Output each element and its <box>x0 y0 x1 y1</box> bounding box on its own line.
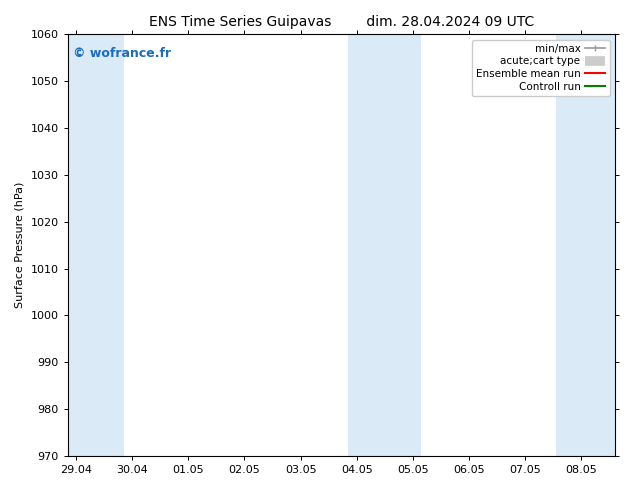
Y-axis label: Surface Pressure (hPa): Surface Pressure (hPa) <box>15 182 25 308</box>
Bar <box>68 34 124 456</box>
Bar <box>556 34 615 456</box>
Title: ENS Time Series Guipavas        dim. 28.04.2024 09 UTC: ENS Time Series Guipavas dim. 28.04.2024… <box>148 15 534 29</box>
Text: © wofrance.fr: © wofrance.fr <box>73 47 171 60</box>
Bar <box>348 34 421 456</box>
Legend: min/max, acute;cart type, Ensemble mean run, Controll run: min/max, acute;cart type, Ensemble mean … <box>472 40 610 96</box>
